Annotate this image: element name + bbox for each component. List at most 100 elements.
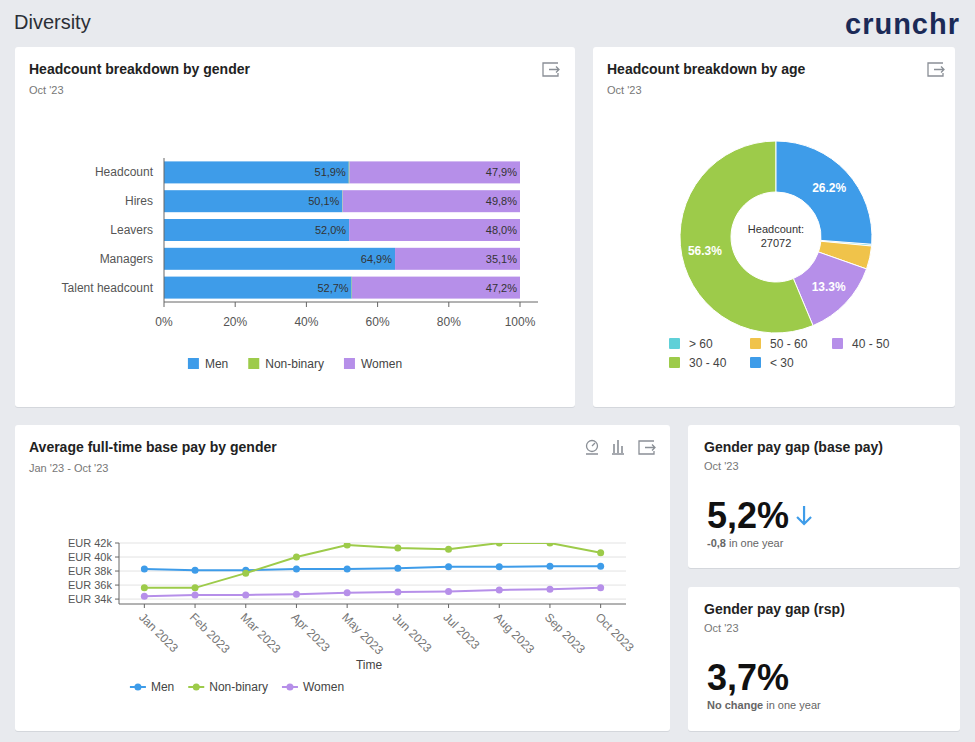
- panel: [688, 425, 960, 568]
- marker: [293, 565, 300, 572]
- bar: [395, 248, 520, 270]
- line: [144, 543, 600, 588]
- dashboard: DiversitycrunchrHeadcount breakdown by g…: [0, 0, 975, 742]
- legend-label: 40 - 50: [852, 337, 890, 351]
- icon-part: [934, 67, 944, 73]
- chart-subtitle: Oct '23: [607, 84, 642, 96]
- kpi-value: 5,2%: [707, 495, 789, 536]
- marker: [394, 565, 401, 572]
- kpi-change-text: in one year: [766, 699, 821, 711]
- tick: [306, 302, 307, 307]
- data-label: 52,0%: [315, 224, 346, 236]
- legend: MenNon-binaryWomen: [130, 680, 344, 694]
- marker: [597, 584, 604, 591]
- bar-icon: [612, 440, 624, 454]
- legend-marker: [193, 684, 200, 691]
- panel: [688, 587, 960, 731]
- tick: [115, 585, 119, 586]
- data-label: 50,1%: [308, 195, 339, 207]
- tick: [115, 571, 119, 572]
- export-icon: [543, 63, 559, 76]
- page-title: Diversity: [14, 11, 91, 33]
- panel-shadow: [15, 48, 575, 408]
- category-label: Hires: [125, 194, 153, 208]
- tick-label: EUR 36k: [68, 579, 113, 591]
- tick-label: Apr 2023: [288, 610, 333, 655]
- chart-subtitle: Oct '23: [29, 84, 64, 96]
- lines: [141, 543, 604, 600]
- legend-swatch: [248, 358, 259, 369]
- tick-label: EUR 38k: [68, 565, 113, 577]
- bar: [352, 277, 520, 299]
- tick-label: 80%: [437, 315, 461, 329]
- marker: [141, 584, 148, 591]
- marker: [344, 543, 351, 549]
- data-label: 51,9%: [315, 166, 346, 178]
- marker: [293, 554, 300, 561]
- legend-swatch: [832, 338, 843, 349]
- marker: [141, 565, 148, 572]
- icon-part: [549, 67, 559, 73]
- marker: [597, 549, 604, 556]
- icon-part: [543, 63, 558, 76]
- kpi-subtitle: Oct '23: [704, 460, 739, 472]
- bars: [164, 161, 520, 298]
- tick: [245, 604, 246, 608]
- bar: [164, 219, 349, 241]
- grid-line: [119, 599, 626, 600]
- y-axis: [164, 158, 165, 302]
- tick: [499, 604, 500, 608]
- kpi-change-value: -0,8: [707, 537, 726, 549]
- axis-title: Time: [356, 658, 383, 672]
- legend-label: > 60: [689, 337, 713, 351]
- tick: [115, 557, 119, 558]
- legend-swatch: [750, 338, 761, 349]
- marker: [445, 563, 452, 570]
- tick-label: Aug 2023: [491, 610, 537, 656]
- tick: [448, 604, 449, 608]
- tick-label: Jun 2023: [390, 610, 435, 655]
- bar: [164, 190, 342, 212]
- legend-label: Non-binary: [265, 357, 324, 371]
- marker: [192, 584, 199, 591]
- marker: [394, 589, 401, 596]
- tick: [448, 302, 449, 307]
- data-label: 56.3%: [688, 244, 722, 258]
- chart-title: Headcount breakdown by age: [607, 61, 806, 77]
- data-label: 47,9%: [486, 166, 517, 178]
- marker: [192, 591, 199, 598]
- marker: [546, 543, 553, 547]
- panel-shadow: [688, 426, 960, 569]
- grid-line: [119, 557, 626, 558]
- data-label: 49,8%: [486, 195, 517, 207]
- marker: [242, 591, 249, 598]
- marker: [344, 565, 351, 572]
- legend-marker: [286, 684, 293, 691]
- panel: [15, 47, 575, 407]
- tick: [549, 604, 550, 608]
- category-label: Leavers: [110, 223, 153, 237]
- legend: MenNon-binaryWomen: [188, 357, 402, 371]
- bar-labels: 51,9%47,9%50,1%49,8%52,0%48,0%64,9%35,1%…: [308, 166, 517, 293]
- marker: [597, 563, 604, 570]
- center-label: Headcount:: [748, 223, 804, 235]
- marker: [192, 567, 199, 574]
- chart-title: Average full-time base pay by gender: [29, 439, 277, 455]
- tick: [195, 604, 196, 608]
- marker: [445, 588, 452, 595]
- legend-label: 50 - 60: [770, 337, 808, 351]
- kpi-change-text: in one year: [729, 537, 784, 549]
- tick: [144, 604, 145, 608]
- legend-label: 30 - 40: [689, 356, 727, 370]
- data-label: 64,9%: [361, 253, 392, 265]
- bar: [343, 190, 520, 212]
- data-label: 48,0%: [486, 224, 517, 236]
- chart-subtitle: Jan '23 - Oct '23: [29, 462, 108, 474]
- category-label: Managers: [100, 252, 153, 266]
- y-axis: [119, 543, 120, 604]
- tick-label: 20%: [223, 315, 247, 329]
- tick-label: EUR 34k: [68, 593, 113, 605]
- bar: [349, 161, 520, 183]
- tick-label: Feb 2023: [187, 610, 233, 656]
- kpi-value: 3,7%: [707, 657, 789, 698]
